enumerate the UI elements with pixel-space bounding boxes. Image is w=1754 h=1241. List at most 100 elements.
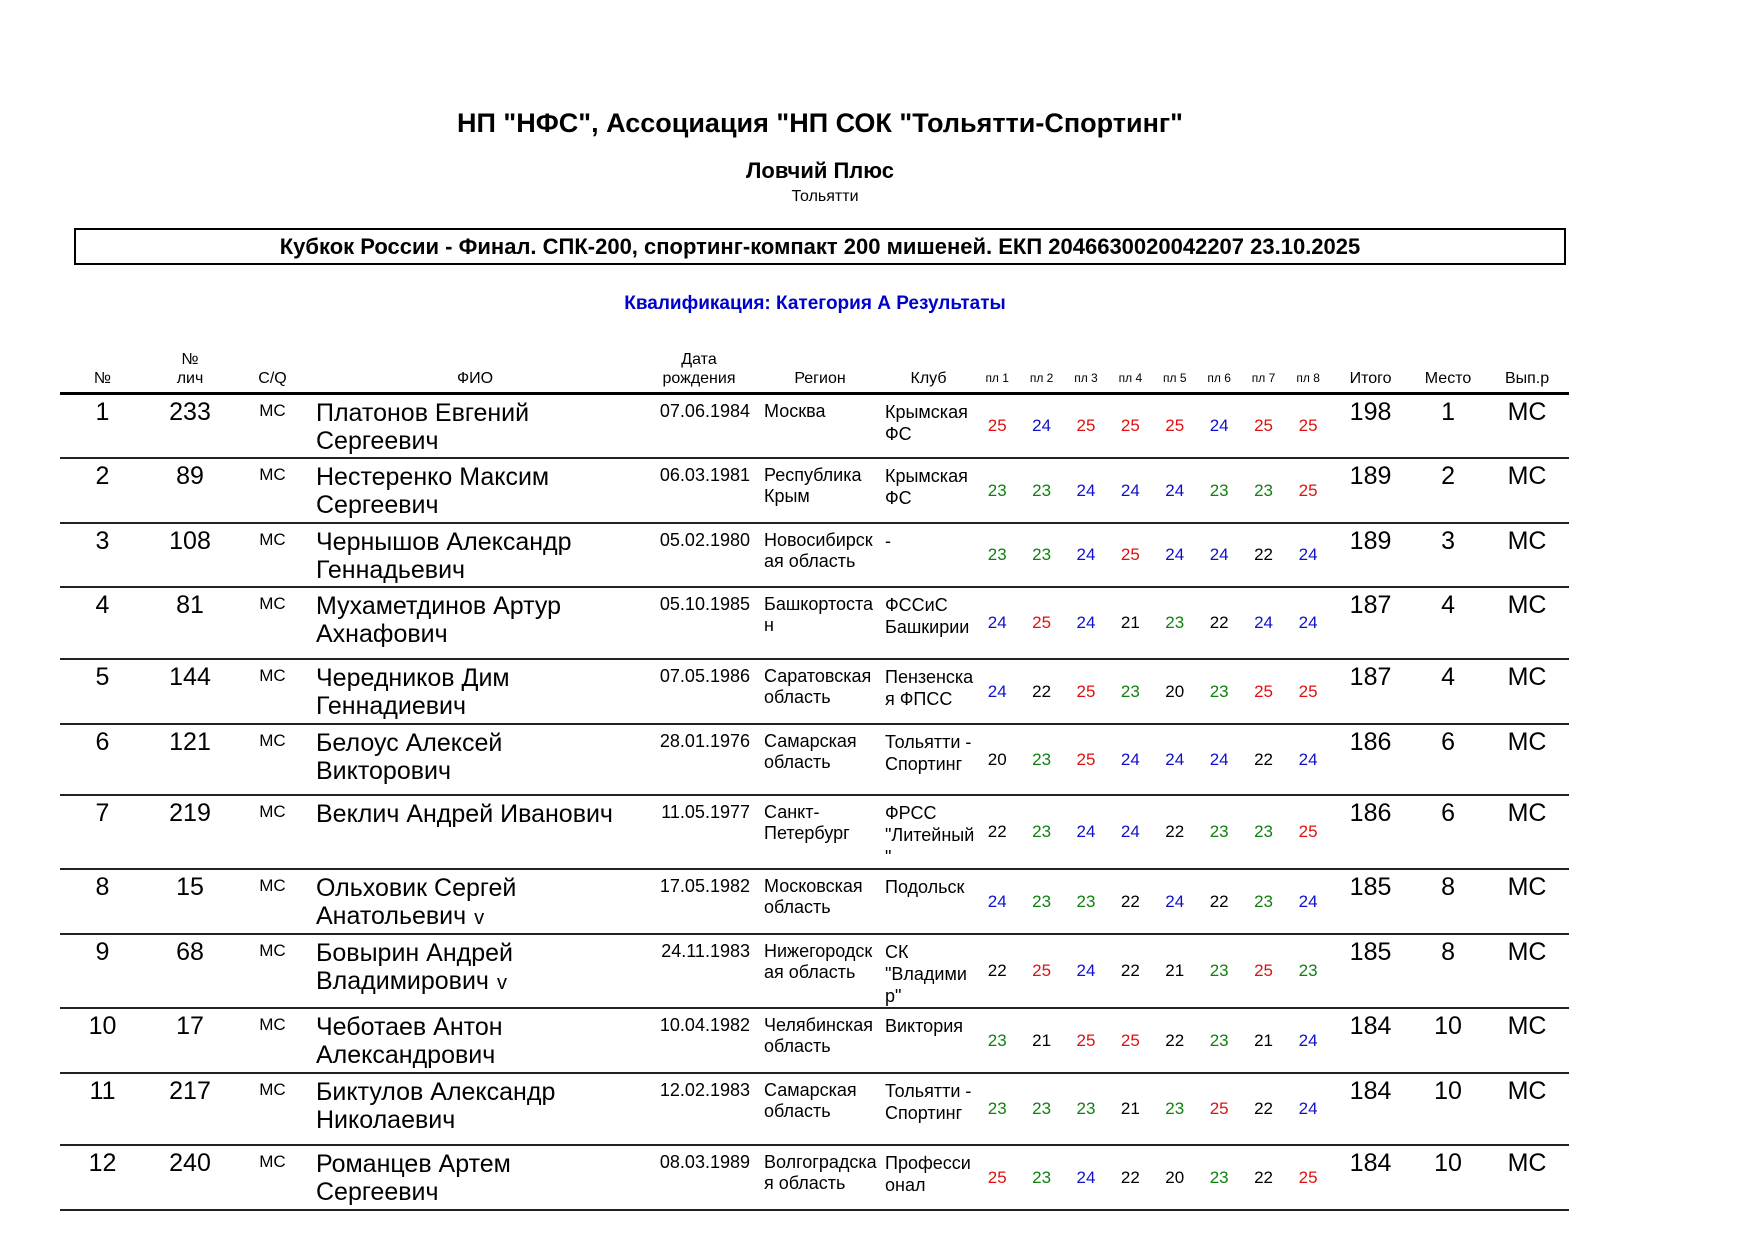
score-cell: 24 xyxy=(1241,586,1286,660)
column-header: Регион xyxy=(758,345,882,395)
license-number: 15 xyxy=(145,868,235,935)
table-row: 2 89 МС Нестеренко Максим Сергеевич 06.03.19… xyxy=(60,457,1569,524)
birth-date: 05.10.1985 xyxy=(640,586,758,660)
score-cell: 25 xyxy=(1285,794,1331,870)
row-number: 5 xyxy=(60,658,145,725)
place: 2 xyxy=(1410,457,1486,524)
column-header: Дата рождения xyxy=(640,345,758,395)
rank-achieved: МС xyxy=(1485,457,1569,524)
score-cell: 24 xyxy=(1285,723,1331,796)
table-row: 7 219 МС Веклич Андрей Иванович 11.05.1977 Са… xyxy=(60,794,1569,870)
score-cell: 24 xyxy=(975,868,1020,935)
athlete-name-cell: Чеботаев Антон Александрович xyxy=(310,1007,640,1074)
license-number: 217 xyxy=(145,1072,235,1146)
athlete-name: Романцев Артем Сергеевич xyxy=(316,1149,511,1206)
table-row: 11 217 МС Биктулов Александр Николаевич 12.0… xyxy=(60,1072,1569,1146)
score-cell: 25 xyxy=(1063,393,1109,459)
rank-achieved: МС xyxy=(1485,393,1569,459)
birth-date: 05.02.1980 xyxy=(640,522,758,588)
score-cell: 21 xyxy=(1108,586,1153,660)
score-cell: 25 xyxy=(975,393,1020,459)
score-cell: 22 xyxy=(1196,586,1242,660)
row-number: 10 xyxy=(60,1007,145,1074)
score-cell: 20 xyxy=(1152,658,1197,725)
column-header: пл 4 xyxy=(1108,345,1153,395)
score-cell: 23 xyxy=(1019,868,1064,935)
column-header: № xyxy=(60,345,145,395)
score-cell: 25 xyxy=(1285,393,1331,459)
qualification: МС xyxy=(235,1144,310,1211)
qualification: МС xyxy=(235,457,310,524)
score-cell: 24 xyxy=(1108,794,1153,870)
place: 10 xyxy=(1410,1144,1486,1211)
score-cell: 22 xyxy=(1108,868,1153,935)
score-cell: 25 xyxy=(1285,658,1331,725)
birth-date: 28.01.1976 xyxy=(640,723,758,796)
score-cell: 23 xyxy=(1196,933,1242,1009)
athlete-name: Чередников Дим Геннадиевич xyxy=(316,663,510,720)
score-cell: 24 xyxy=(1285,1072,1331,1146)
score-cell: 24 xyxy=(1285,522,1331,588)
score-cell: 25 xyxy=(1019,933,1064,1009)
table-row: 5 144 МС Чередников Дим Геннадиевич 07.05.19… xyxy=(60,658,1569,725)
club: Крымская ФС xyxy=(882,393,975,459)
athlete-name: Платонов Евгений Сергеевич xyxy=(316,399,530,455)
athlete-name: Чернышов Александр Геннадьевич xyxy=(316,527,572,584)
column-header: пл 7 xyxy=(1241,345,1286,395)
place: 4 xyxy=(1410,658,1486,725)
score-cell: 23 xyxy=(1108,658,1153,725)
column-header: № лич xyxy=(145,345,235,395)
score-cell: 24 xyxy=(1063,522,1109,588)
score-cell: 24 xyxy=(1063,794,1109,870)
table-row: 8 15 МС Ольховик Сергей Анатольевич v 17.05.1… xyxy=(60,868,1569,935)
total-score: 185 xyxy=(1330,868,1411,935)
athlete-name: Белоус Алексей Викторович xyxy=(316,728,503,785)
table-row: 4 81 МС Мухаметдинов Артур Ахнафович 05.10.1… xyxy=(60,586,1569,660)
qualification: МС xyxy=(235,1007,310,1074)
qualification: МС xyxy=(235,393,310,459)
total-score: 186 xyxy=(1330,794,1411,870)
region: Санкт-Петербург xyxy=(758,794,882,870)
score-cell: 25 xyxy=(1152,393,1197,459)
region: Республика Крым xyxy=(758,457,882,524)
score-cell: 24 xyxy=(1152,723,1197,796)
score-cell: 24 xyxy=(1108,723,1153,796)
score-cell: 25 xyxy=(975,1144,1020,1211)
score-cell: 25 xyxy=(1241,933,1286,1009)
score-cell: 21 xyxy=(1152,933,1197,1009)
column-header: Клуб xyxy=(882,345,975,395)
score-cell: 22 xyxy=(1108,1144,1153,1211)
score-cell: 24 xyxy=(1152,868,1197,935)
total-score: 186 xyxy=(1330,723,1411,796)
score-cell: 21 xyxy=(1108,1072,1153,1146)
region: Самарская область xyxy=(758,1072,882,1146)
score-cell: 24 xyxy=(1019,393,1064,459)
score-cell: 24 xyxy=(1285,1007,1331,1074)
rank-achieved: МС xyxy=(1485,1007,1569,1074)
score-cell: 24 xyxy=(1152,457,1197,524)
total-score: 198 xyxy=(1330,393,1411,459)
score-cell: 24 xyxy=(1063,457,1109,524)
check-mark: v xyxy=(496,971,507,994)
place: 1 xyxy=(1410,393,1486,459)
qualification: МС xyxy=(235,658,310,725)
score-cell: 23 xyxy=(975,522,1020,588)
rank-achieved: МС xyxy=(1485,794,1569,870)
score-cell: 23 xyxy=(975,1007,1020,1074)
license-number: 240 xyxy=(145,1144,235,1211)
column-header: C/Q xyxy=(235,345,310,395)
row-number: 4 xyxy=(60,586,145,660)
column-header: ФИО xyxy=(310,345,640,395)
score-cell: 25 xyxy=(1241,393,1286,459)
row-number: 9 xyxy=(60,933,145,1009)
region: Челябинская область xyxy=(758,1007,882,1074)
row-number: 6 xyxy=(60,723,145,796)
license-number: 108 xyxy=(145,522,235,588)
total-score: 187 xyxy=(1330,586,1411,660)
qualification: МС xyxy=(235,522,310,588)
score-cell: 23 xyxy=(975,1072,1020,1146)
score-cell: 25 xyxy=(1063,1007,1109,1074)
table-row: 1 233 МС Платонов Евгений Сергеевич 07.06.19… xyxy=(60,393,1569,459)
column-header: Вып.р xyxy=(1485,345,1569,395)
birth-date: 11.05.1977 xyxy=(640,794,758,870)
